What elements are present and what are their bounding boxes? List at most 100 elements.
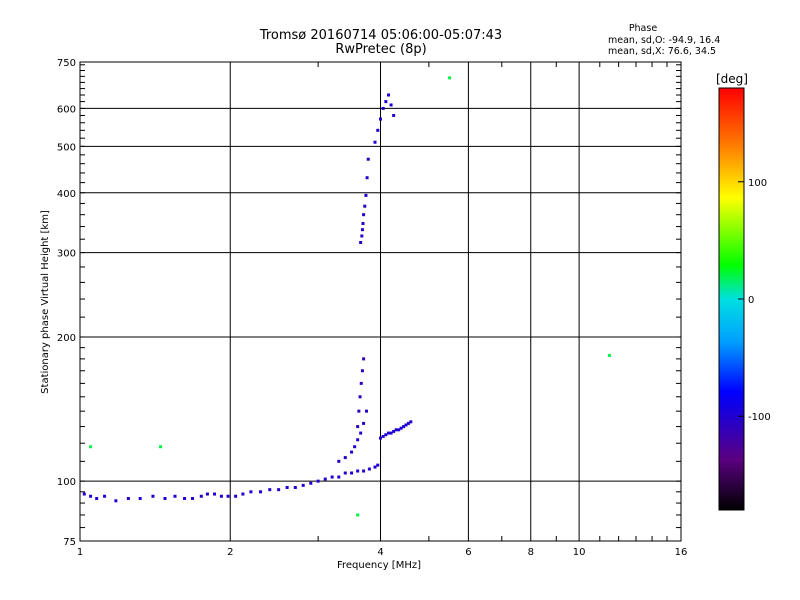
data-point <box>323 477 327 481</box>
y-tick-label: 750 <box>57 58 76 69</box>
data-point <box>343 471 347 475</box>
data-point <box>373 140 377 144</box>
data-point <box>330 475 334 479</box>
data-point <box>350 471 354 475</box>
data-point <box>392 429 396 433</box>
data-point <box>365 176 369 180</box>
data-point <box>89 445 93 449</box>
y-tick-label: 500 <box>57 142 76 153</box>
data-point <box>356 513 360 517</box>
data-point <box>406 421 410 425</box>
data-point <box>356 469 360 473</box>
data-point <box>397 428 401 432</box>
y-tick-label: 75 <box>63 537 76 548</box>
colorbar-tick-label: 0 <box>748 295 754 306</box>
data-point <box>362 357 366 361</box>
data-point <box>392 113 396 117</box>
data-point <box>365 409 369 413</box>
data-point <box>367 467 371 471</box>
chart-subtitle: RwPretec (8p) <box>335 42 426 57</box>
data-point <box>362 469 366 473</box>
data-point <box>350 450 354 454</box>
stats-o-line: mean, sd,O: -94.9, 16.4 <box>608 35 720 46</box>
data-point <box>359 431 363 435</box>
x-tick-label: 16 <box>675 547 688 558</box>
data-point <box>359 381 363 385</box>
data-point <box>384 433 388 437</box>
data-point <box>226 494 230 498</box>
colorbar-tick-label: 100 <box>748 178 767 189</box>
data-point <box>356 438 360 442</box>
data-point <box>381 434 385 438</box>
data-point <box>205 492 209 496</box>
data-point <box>95 496 99 500</box>
data-point <box>358 395 362 399</box>
data-point <box>190 496 194 500</box>
data-point <box>376 128 380 132</box>
x-tick-label: 10 <box>573 547 586 558</box>
data-point <box>360 369 364 373</box>
data-point <box>151 494 155 498</box>
data-point <box>399 426 403 430</box>
y-tick-label: 300 <box>57 249 76 260</box>
data-point <box>337 459 341 463</box>
data-point <box>163 496 167 500</box>
colorbar-tick-label: -100 <box>748 412 771 423</box>
data-point <box>356 425 360 429</box>
data-point <box>381 106 385 110</box>
data-point <box>386 93 390 97</box>
data-point <box>376 463 380 467</box>
colorbar-label: [deg] <box>716 72 748 86</box>
chart-title: Tromsø 20160714 05:06:00-05:07:43 <box>259 28 502 43</box>
data-point <box>173 494 177 498</box>
plot-frame <box>79 61 682 542</box>
data-point <box>309 481 313 485</box>
data-point <box>409 420 413 424</box>
data-point <box>183 496 187 500</box>
data-point <box>301 483 305 487</box>
data-point <box>379 436 382 440</box>
data-point <box>386 431 390 435</box>
data-point <box>357 409 361 413</box>
data-point <box>241 492 245 496</box>
plot-grid <box>80 62 681 541</box>
data-point <box>366 157 370 161</box>
x-tick-label: 2 <box>227 547 233 558</box>
data-point <box>360 234 364 238</box>
data-point <box>159 445 163 449</box>
data-point <box>343 456 347 460</box>
y-axis-label: Stationary phase Virtual Height [km] <box>40 210 51 394</box>
y-tick-label: 100 <box>57 477 76 488</box>
data-point <box>364 193 368 197</box>
data-point <box>285 485 289 489</box>
plot-axes: 1 2 4 6 8 10 16 75 100 200 300 400 500 600 750 <box>57 58 687 558</box>
x-tick-label: 1 <box>77 547 83 558</box>
data-point <box>359 240 363 244</box>
data-point <box>89 494 93 498</box>
data-point <box>394 428 398 432</box>
stats-heading: Phase <box>629 23 658 34</box>
data-point <box>361 222 365 226</box>
data-point <box>82 492 86 496</box>
x-tick-label: 6 <box>465 547 471 558</box>
x-tick-label: 4 <box>377 547 383 558</box>
data-point <box>138 496 142 500</box>
data-point <box>373 465 377 469</box>
data-point <box>379 117 382 121</box>
data-point <box>448 76 452 80</box>
data-point <box>363 204 367 208</box>
x-tick-label: 8 <box>528 547 534 558</box>
data-point <box>389 103 393 107</box>
data-point <box>213 492 217 496</box>
data-point <box>316 479 320 483</box>
data-point <box>337 475 341 479</box>
stats-x-line: mean, sd,X: 76.6, 34.5 <box>608 46 716 57</box>
data-point <box>249 490 253 494</box>
y-tick-label: 400 <box>57 189 76 200</box>
data-point <box>404 423 408 427</box>
data-point <box>234 494 238 498</box>
data-point <box>277 488 281 492</box>
data-point <box>103 494 107 498</box>
data-point <box>362 421 366 425</box>
